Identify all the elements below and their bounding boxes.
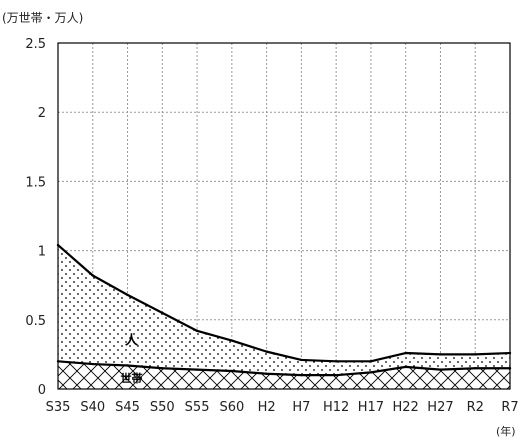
- data-point-people: [334, 360, 338, 363]
- x-tick-label: H22: [393, 400, 419, 415]
- x-tick-label: H12: [323, 400, 349, 415]
- data-point-households: [404, 365, 407, 369]
- data-point-people: [300, 358, 303, 362]
- data-point-people: [91, 274, 94, 277]
- data-point-households: [91, 362, 94, 366]
- x-tick-label: S60: [219, 400, 244, 415]
- data-point-households: [195, 368, 199, 371]
- y-tick-label: 1: [38, 245, 46, 260]
- y-tick-label: 2.5: [25, 37, 46, 52]
- x-unit-label: (年): [496, 424, 516, 438]
- x-tick-label: S40: [80, 400, 105, 415]
- data-point-people: [161, 311, 164, 315]
- x-tick-label: S50: [150, 400, 175, 415]
- data-point-people: [369, 360, 373, 363]
- plot-frame: [57, 42, 511, 390]
- y-tick-label: 1.5: [25, 175, 46, 190]
- data-point-households: [265, 372, 268, 375]
- data-point-people: [265, 350, 268, 353]
- x-tick-label: R7: [501, 400, 518, 415]
- data-point-people: [404, 351, 407, 355]
- data-point-households: [369, 371, 373, 374]
- series-label-people: 人: [125, 332, 139, 348]
- data-point-people: [126, 293, 129, 297]
- x-tick-label: H27: [427, 400, 453, 415]
- data-point-people: [195, 329, 199, 333]
- data-point-households: [126, 364, 129, 367]
- x-tick-label: R2: [467, 400, 484, 415]
- data-point-households: [474, 367, 477, 370]
- x-tick-label: H7: [292, 400, 310, 415]
- x-tick-label: H2: [258, 400, 276, 415]
- y-tick-label: 2: [38, 106, 46, 121]
- series-label-households: 世帯: [121, 371, 143, 385]
- data-point-people: [439, 353, 442, 356]
- data-point-people: [230, 339, 234, 342]
- data-point-people: [474, 353, 477, 356]
- x-tick-label: S55: [185, 400, 210, 415]
- data-point-households: [334, 373, 338, 377]
- y-unit-label: (万世帯・万人): [2, 11, 83, 25]
- y-tick-label: 0.5: [25, 314, 46, 329]
- series-area-people: [58, 245, 510, 376]
- x-tick-label: H17: [358, 400, 384, 415]
- data-point-households: [300, 373, 303, 377]
- data-point-households: [439, 368, 442, 371]
- data-point-households: [161, 367, 164, 370]
- x-tick-label: S35: [46, 400, 71, 415]
- series-line-households: [57, 360, 510, 377]
- data-point-households: [230, 369, 234, 373]
- x-tick-label: S45: [115, 400, 140, 415]
- series-line-people: [57, 244, 511, 363]
- y-tick-label: 0: [38, 383, 46, 398]
